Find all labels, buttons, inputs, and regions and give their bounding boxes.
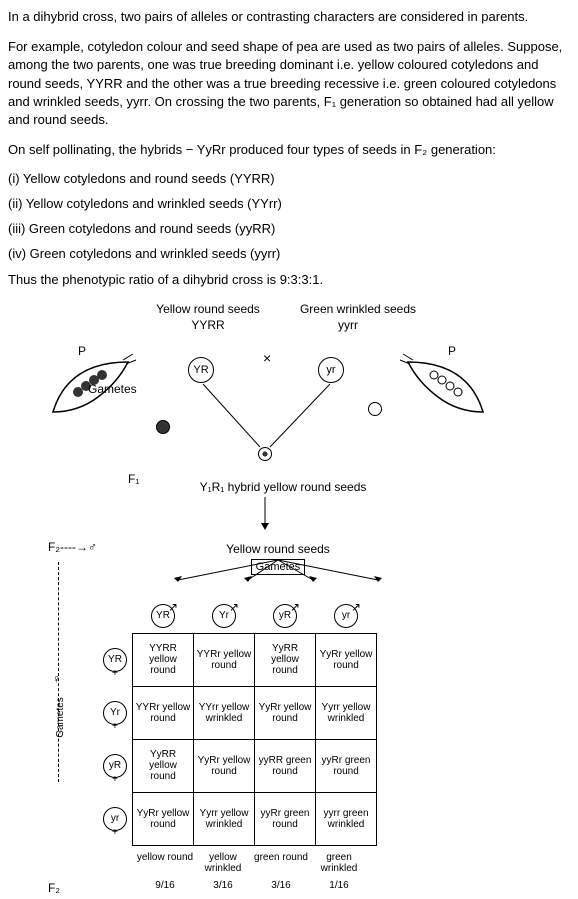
cell-3-2: YyRr yellow round [194,739,255,792]
intro-paragraph-3: On self pollinating, the hybrids − YyRr … [8,141,570,159]
f1-label: F₁ [128,472,139,486]
col-gamete-2: Yr↗ [212,604,236,628]
parent2-label: Green wrinkled seeds [288,302,428,316]
cell-3-4: yyRr green round [316,739,377,792]
sum-ratio-3: 3/16 [252,880,310,891]
parent1-geno: YYRR [188,318,228,332]
col-gamete-1: YR↗ [151,604,175,628]
cell-3-3: yyRR green round [255,739,316,792]
gamete-yr-upper: YR [188,357,214,383]
col-gamete-4: yr↗ [334,604,358,628]
list-item-3: (iii) Green cotyledons and round seeds (… [8,221,570,236]
cross-symbol: × [263,350,271,366]
diagram-cross: Yellow round seeds Green wrinkled seeds … [48,302,570,532]
gamete-yr-lower: yr [318,357,344,383]
punnett-section: Yellow round seeds Gametes F₂----→♂ YR↗ … [88,542,570,891]
list-item-4: (iv) Green cotyledons and wrinkled seeds… [8,246,570,261]
sum-ratio-2: 3/16 [194,880,252,891]
f1-seed-icon [258,447,272,461]
seed-dark-icon [156,420,170,434]
cell-4-3: yyRr green round [255,792,316,845]
summary-labels: yellow round yellow wrinkled green round… [136,852,570,874]
sum-label-3: green round [252,852,310,874]
cell-4-2: Yyrr yellow wrinkled [194,792,255,845]
sum-ratio-1: 9/16 [136,880,194,891]
cell-3-1: YyRR yellow round [133,739,194,792]
cell-1-4: YyRr yellow round [316,633,377,686]
f2-top-label: F₂----→♂ [48,540,97,554]
sum-label-2: yellow wrinkled [194,852,252,874]
gametes-label: Gametes [88,382,137,396]
cell-4-1: YyRr yellow round [133,792,194,845]
f1-desc: Y₁R₁ hybrid yellow round seeds [193,480,373,494]
punnett-table: YR↗ Yr↗ yR↗ yr↗ YR+ YYRR yellow round YY… [98,599,377,846]
summary-ratios: 9/16 3/16 3/16 1/16 [136,880,570,891]
conclusion: Thus the phenotypic ratio of a dihybrid … [8,271,570,289]
parent1-label: Yellow round seeds [148,302,268,316]
sum-ratio-4: 1/16 [310,880,368,891]
parent2-geno: yyrr [328,318,368,332]
f2-bottom-label: F₂ [48,881,60,895]
diagram: Yellow round seeds Green wrinkled seeds … [8,302,570,891]
seed-light-icon [368,402,382,416]
sum-label-1: yellow round [136,852,194,874]
f2-header: Yellow round seeds [148,542,408,556]
pea-pod-right-icon [398,352,488,422]
list-item-2: (ii) Yellow cotyledons and wrinkled seed… [8,196,570,211]
row-gamete-2: Yr+ [103,701,127,725]
intro-paragraph-1: In a dihybrid cross, two pairs of allele… [8,8,570,26]
cell-1-1: YYRR yellow round [133,633,194,686]
cell-1-2: YYRr yellow round [194,633,255,686]
female-symbol: ♀ [52,672,61,686]
col-gamete-3: yR↗ [273,604,297,628]
branch-arrows [138,556,418,586]
intro-paragraph-2: For example, cotyledon colour and seed s… [8,38,570,129]
cell-2-3: YyRr yellow round [255,686,316,739]
side-gametes-label: Gametes [55,697,66,738]
cell-2-2: YYrr yellow wrinkled [194,686,255,739]
row-gamete-3: yR+ [103,754,127,778]
list-item-1: (i) Yellow cotyledons and round seeds (Y… [8,171,570,186]
row-gamete-1: YR+ [103,648,127,672]
cell-1-3: YyRR yellow round [255,633,316,686]
sum-label-4: green wrinkled [310,852,368,874]
cell-2-1: YYRr yellow round [133,686,194,739]
cell-2-4: Yyrr yellow wrinkled [316,686,377,739]
row-gamete-4: yr+ [103,807,127,831]
cell-4-4: yyrr green wrinkled [316,792,377,845]
